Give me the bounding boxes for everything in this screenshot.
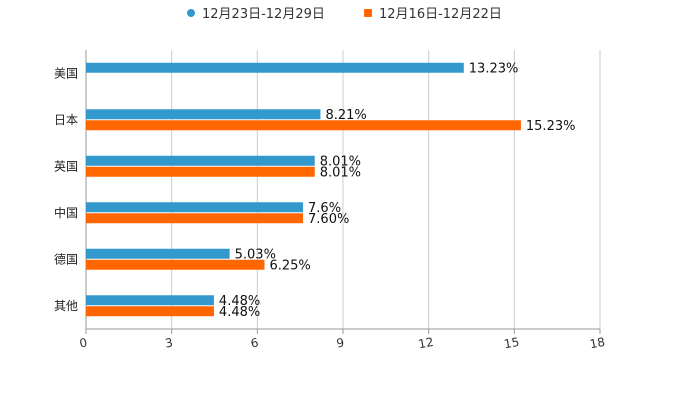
bars [86, 62, 521, 317]
bar-series2-5 [86, 306, 214, 317]
data-label-series1-0: 13.23% [469, 61, 519, 76]
bar-series1-0 [86, 62, 464, 73]
bar-series2-1 [86, 120, 521, 131]
x-tick-label-9: 9 [335, 336, 345, 351]
x-tick-label-0: 0 [78, 336, 88, 351]
y-category-label: 德国 [54, 251, 78, 266]
data-labels: 13.23% 8.21% 15.23% 8.01%8.01% 7.6%7.60% 5.03… [219, 61, 576, 320]
bar-series1-4 [86, 248, 230, 259]
y-category-label: 中国 [54, 205, 78, 220]
data-label-series1-4: 5.03% [235, 247, 276, 262]
gridlines [171, 50, 601, 329]
legend: 12月23日-12月29日 12月16日-12月22日 [187, 7, 502, 22]
bar-series1-2 [86, 155, 315, 166]
data-label-series1-2: 8.01% [320, 154, 361, 169]
bar-series2-3 [86, 213, 304, 224]
bar-series2-2 [86, 166, 315, 177]
legend-label-series2: 12月16日-12月22日 [379, 7, 502, 22]
data-label-series2-4: 6.25% [269, 258, 310, 273]
data-label-series2-1: 15.23% [526, 119, 576, 134]
bar-series1-1 [86, 109, 321, 120]
data-label-series1-1: 8.21% [325, 108, 366, 123]
legend-marker-series1 [187, 9, 195, 17]
x-tick-label-18: 18 [589, 335, 606, 351]
y-category-label: 英国 [54, 159, 78, 173]
data-label-series1-5: 4.48% [219, 294, 260, 309]
legend-marker-series2 [364, 9, 372, 17]
bar-series2-4 [86, 259, 265, 270]
bar-series1-5 [86, 295, 214, 306]
legend-label-series1: 12月23日-12月29日 [202, 7, 325, 22]
bar-series1-3 [86, 202, 304, 213]
y-category-label: 其他 [54, 299, 78, 313]
x-tick-label-6: 6 [250, 336, 260, 351]
data-label-series1-3: 7.6% [308, 201, 341, 216]
data-label-series2-5: 4.48% [219, 305, 260, 320]
y-category-label: 美国 [54, 66, 78, 80]
data-label-series2-3: 7.60% [308, 212, 349, 227]
data-label-series2-2: 8.01% [320, 165, 361, 180]
x-tick-label-12: 12 [417, 335, 434, 351]
x-tick-label-15: 15 [503, 335, 520, 351]
x-tick-label-3: 3 [164, 336, 174, 351]
y-category-label: 日本 [54, 113, 78, 127]
